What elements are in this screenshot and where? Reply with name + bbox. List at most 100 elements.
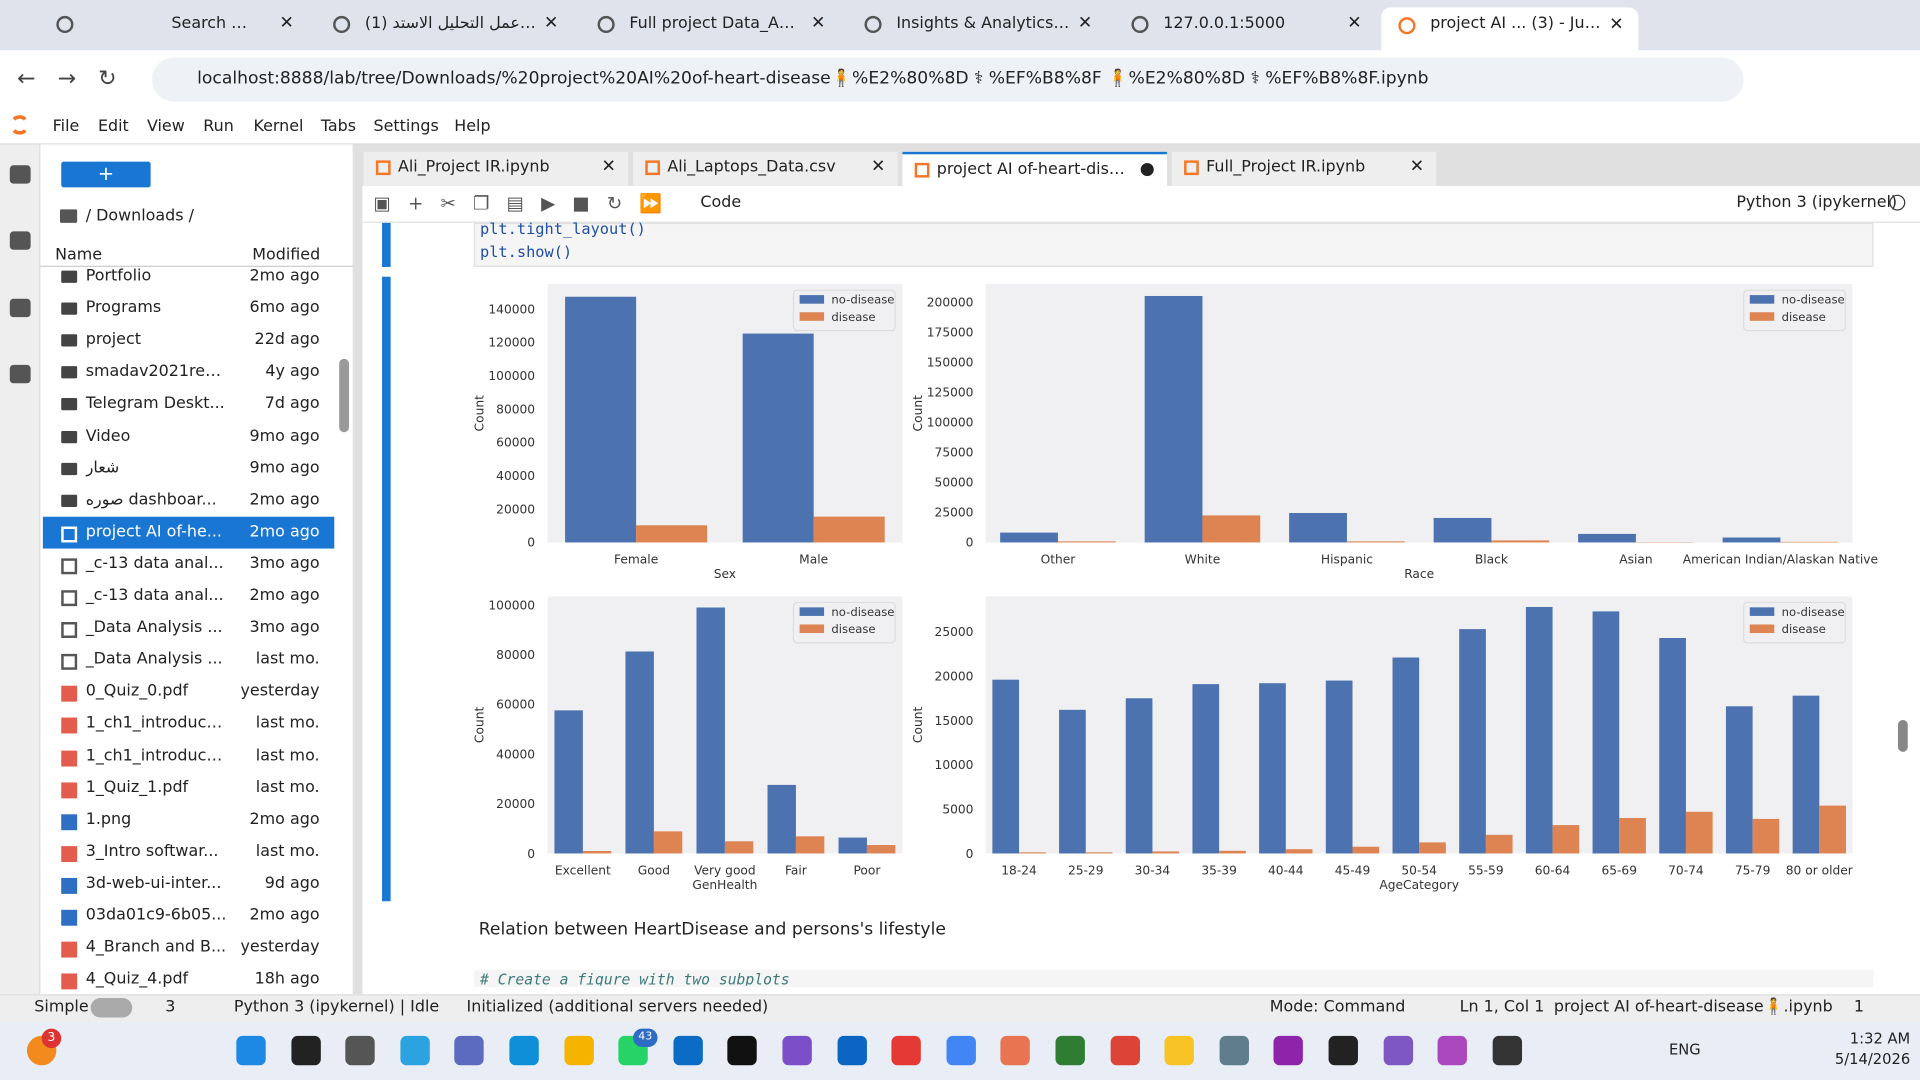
menu-item[interactable]: Tabs bbox=[320, 117, 357, 136]
notebook-tab[interactable]: Ali_Project IR.ipynb ✕ bbox=[363, 151, 629, 187]
file-row[interactable]: Programs 6mo ago bbox=[43, 293, 334, 325]
file-name: project bbox=[85, 330, 141, 350]
file-row[interactable]: _c-13 data anal... 2mo ago bbox=[43, 580, 334, 612]
notebook-tab[interactable]: Ali_Laptops_Data.csv ✕ bbox=[633, 151, 898, 187]
taskbar-app[interactable] bbox=[454, 1035, 485, 1066]
clock-time[interactable]: 1:32 AM bbox=[1849, 1029, 1911, 1047]
file-icon bbox=[61, 462, 78, 475]
activity-icon[interactable] bbox=[9, 231, 31, 250]
browser-tab[interactable]: Search - تفقلي ✕ bbox=[56, 10, 308, 42]
simple-toggle[interactable] bbox=[90, 997, 133, 1018]
file-modified: 2mo ago bbox=[249, 906, 320, 925]
taskbar-app[interactable] bbox=[673, 1035, 703, 1066]
file-row[interactable]: _Data Analysis ... 3mo ago bbox=[43, 612, 334, 644]
file-row[interactable]: 4_Branch and B... yesterday bbox=[43, 932, 334, 964]
taskbar-app[interactable] bbox=[727, 1035, 758, 1066]
file-row[interactable]: Video 9mo ago bbox=[43, 421, 334, 453]
menu-item[interactable]: View bbox=[146, 117, 185, 136]
taskbar-app[interactable] bbox=[1219, 1035, 1249, 1066]
file-row[interactable]: project 22d ago bbox=[43, 325, 334, 357]
taskbar-app[interactable] bbox=[1110, 1035, 1140, 1066]
status-terminals[interactable]: 3 bbox=[165, 997, 176, 1017]
status-mode[interactable]: Mode: Command bbox=[1269, 997, 1406, 1017]
language[interactable]: ENG bbox=[1668, 1040, 1701, 1058]
taskbar-app[interactable] bbox=[946, 1035, 976, 1066]
taskbar-app[interactable] bbox=[509, 1035, 539, 1066]
taskbar-app[interactable] bbox=[290, 1035, 321, 1066]
file-row[interactable]: Telegram Deskt... 7d ago bbox=[43, 389, 334, 421]
activity-icon[interactable] bbox=[9, 165, 31, 184]
file-row[interactable]: Portfolio 2mo ago bbox=[43, 261, 334, 293]
address-bar[interactable] bbox=[151, 57, 1744, 102]
file-row[interactable]: 1_Quiz_1.pdf last mo. bbox=[43, 772, 334, 804]
status-file[interactable]: project AI of-heart-disease🧍.ipynb bbox=[1553, 997, 1833, 1017]
menu-item[interactable]: Kernel bbox=[253, 117, 304, 136]
file-row[interactable]: 3_Intro softwar... last mo. bbox=[43, 836, 334, 868]
file-name: Programs bbox=[85, 298, 162, 318]
column-modified[interactable]: Modified bbox=[252, 246, 321, 265]
status-kernel-status[interactable]: Python 3 (ipykernel) | Idle bbox=[233, 997, 440, 1017]
active-output-bar bbox=[382, 276, 391, 902]
menu-item[interactable]: Settings bbox=[373, 117, 439, 136]
next-code-cell bbox=[473, 969, 1874, 987]
taskbar-app[interactable] bbox=[1383, 1035, 1413, 1066]
file-row[interactable]: 3d-web-ui-inter... 9d ago bbox=[43, 868, 334, 900]
taskbar-app[interactable] bbox=[837, 1035, 867, 1066]
file-row[interactable]: _c-13 data anal... 3mo ago bbox=[43, 548, 334, 580]
notebook-tab[interactable]: project AI of-heart-disease🧍 ● bbox=[902, 151, 1167, 187]
file-row[interactable]: 4_Quiz_4.pdf 18h ago bbox=[43, 964, 334, 996]
taskbar-app[interactable] bbox=[400, 1035, 430, 1066]
taskbar-app[interactable] bbox=[345, 1035, 375, 1066]
taskbar-app[interactable] bbox=[563, 1035, 594, 1066]
file-row[interactable]: شعار 9mo ago bbox=[43, 453, 334, 485]
kernel-name[interactable]: Python 3 (ipykernel) bbox=[1736, 193, 1898, 212]
taskbar-app[interactable] bbox=[236, 1035, 266, 1066]
status-lsp[interactable]: Initialized (additional servers needed) bbox=[466, 997, 769, 1017]
file-row[interactable]: _Data Analysis ... last mo. bbox=[43, 644, 334, 676]
file-icon bbox=[61, 813, 78, 830]
browser-tab[interactable]: تعديل عمل التحليل الاستد (1) ✕ bbox=[316, 10, 573, 42]
status-cursor[interactable]: Ln 1, Col 1 bbox=[1459, 997, 1545, 1017]
file-icon bbox=[61, 494, 78, 507]
menu-item[interactable]: Run bbox=[203, 117, 234, 136]
menu-item[interactable]: Help bbox=[454, 117, 491, 136]
file-row[interactable]: smadav2021rev... 4y ago bbox=[43, 357, 334, 389]
taskbar-app[interactable] bbox=[1164, 1035, 1195, 1066]
file-row[interactable]: 1_ch1_introduct... last mo. bbox=[43, 740, 334, 772]
browser-tab[interactable]: project AI ... (3) - JupyterLab ✕ bbox=[1381, 7, 1639, 51]
menu-item[interactable]: File bbox=[52, 117, 80, 136]
activity-icon[interactable] bbox=[9, 298, 31, 318]
column-name[interactable]: Name bbox=[55, 246, 103, 265]
file-row[interactable]: project AI of-he... 2mo ago bbox=[42, 516, 335, 549]
menu-item[interactable]: Edit bbox=[97, 117, 129, 136]
file-row[interactable]: 0_Quiz_0.pdf yesterday bbox=[43, 676, 334, 708]
file-modified: 2mo ago bbox=[249, 810, 320, 829]
file-modified: 18h ago bbox=[254, 970, 320, 989]
taskbar-app[interactable] bbox=[1437, 1035, 1468, 1066]
status-notifications[interactable]: 1 bbox=[1853, 997, 1865, 1017]
browser-tab[interactable]: 127.0.0.1:5000 ✕ bbox=[1114, 10, 1376, 42]
taskbar-app[interactable] bbox=[891, 1035, 922, 1066]
code-line: plt.show() bbox=[480, 242, 573, 261]
browser-tab[interactable]: Insights & Analytics — Smart ✕ bbox=[847, 10, 1107, 42]
new-launcher-button[interactable]: + bbox=[61, 161, 151, 188]
clock-date[interactable]: 5/14/2026 bbox=[1834, 1050, 1911, 1068]
taskbar-app[interactable] bbox=[782, 1035, 812, 1066]
file-icon bbox=[61, 781, 78, 798]
taskbar-app[interactable] bbox=[1000, 1035, 1031, 1066]
taskbar-app[interactable] bbox=[1273, 1035, 1304, 1066]
taskbar-app[interactable] bbox=[1055, 1035, 1085, 1066]
file-row[interactable]: صوره dashboar... 2mo ago bbox=[43, 485, 334, 517]
browser-tab[interactable]: Full project Data_Analysis.ipynb ✕ bbox=[580, 10, 840, 42]
status-mode-toggle[interactable]: Simple bbox=[34, 997, 89, 1017]
file-row[interactable]: 03da01c9-6b05... 2mo ago bbox=[43, 900, 334, 932]
activity-icon[interactable] bbox=[9, 364, 31, 384]
toolbar-icons[interactable]: ▣+✂❐▤▶■↻⏩ bbox=[373, 192, 680, 215]
notebook-tab[interactable]: Full_Project IR.ipynb ✕ bbox=[1171, 151, 1437, 187]
file-row[interactable]: 1.png 2mo ago bbox=[43, 804, 334, 836]
cell-type-select[interactable]: Code bbox=[700, 193, 742, 212]
file-row[interactable]: 1_ch1_introduct... last mo. bbox=[43, 708, 334, 740]
file-icon bbox=[61, 750, 78, 766]
taskbar-app[interactable] bbox=[1328, 1035, 1358, 1066]
taskbar-app[interactable] bbox=[1492, 1035, 1522, 1066]
